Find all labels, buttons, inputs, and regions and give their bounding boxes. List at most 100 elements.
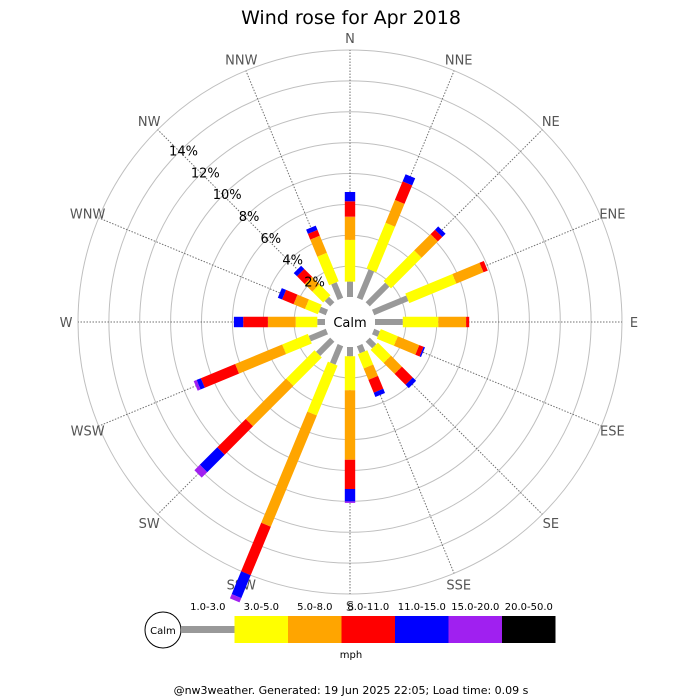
spoke-se — [367, 339, 543, 515]
petal-nw-bin-1 — [312, 284, 331, 303]
legend: Calm 1.0-3.0 3.0-5.0 5.0-8.0 8.0-11.0 11.0-1… — [144, 602, 556, 661]
direction-label-w: W — [60, 316, 73, 331]
petal-wsw-bin-0 — [308, 328, 329, 342]
radial-tick-label: 12% — [191, 166, 220, 181]
petal-w-bin-4 — [233, 316, 244, 328]
petal-s-bin-0 — [347, 347, 353, 357]
petal-sw-bin-0 — [316, 337, 335, 356]
legend-label: 20.0-50.0 — [505, 602, 553, 613]
direction-label-ne: NE — [542, 115, 560, 130]
petal-sse-bin-3 — [368, 375, 384, 393]
petal-wsw-bin-1 — [282, 333, 312, 355]
direction-label-sse: SSE — [446, 578, 471, 593]
petal-sw-bin-5 — [194, 464, 208, 478]
direction-labels: NNNENEENEEESESESSESSSWSWWSWWWNWNWNNW — [60, 32, 639, 615]
petal-sse-bin-1 — [357, 350, 374, 369]
petal-nw-bin-2 — [304, 276, 320, 292]
petal-ene-bin-1 — [405, 274, 457, 304]
petal-s-bin-2 — [344, 390, 356, 460]
legend-label: 15.0-20.0 — [451, 602, 499, 613]
petal-e-bin-3 — [466, 316, 470, 328]
petal-sw-bin-1 — [286, 350, 322, 386]
petal-nne-bin-2 — [385, 199, 405, 227]
direction-label-e: E — [630, 316, 638, 331]
petal-ene-bin-2 — [452, 262, 484, 284]
petal-n-bin-1 — [344, 239, 356, 282]
spoke-ne — [367, 129, 543, 305]
petal-sw-bin-3 — [217, 419, 253, 455]
petal-nnw-bin-1 — [317, 252, 339, 286]
petal-se-bin-4 — [405, 377, 417, 389]
legend-label: 5.0-8.0 — [297, 602, 332, 613]
petal-nne-bin-4 — [402, 174, 416, 186]
radial-tick-label: 10% — [213, 188, 242, 203]
petal-ese-bin-2 — [393, 336, 420, 355]
petal-wsw-bin-5 — [193, 379, 201, 391]
direction-label-sw: SW — [139, 517, 160, 532]
petal-w-bin-2 — [267, 316, 296, 328]
petal-nnw-bin-3 — [307, 229, 320, 240]
petal-se-bin-2 — [383, 355, 402, 374]
petal-wsw-bin-2 — [235, 344, 287, 374]
petal-ese-bin-1 — [376, 329, 398, 346]
spoke-ese — [372, 331, 602, 427]
petal-ssw-bin-0 — [330, 343, 344, 365]
petal-nne-bin-1 — [366, 222, 396, 273]
petal-s-bin-3 — [344, 459, 356, 489]
petal-nne-bin-3 — [394, 181, 413, 204]
petal-sse-bin-2 — [363, 364, 378, 380]
petal-sw-bin-2 — [245, 378, 294, 427]
legend-label: 8.0-11.0 — [347, 602, 389, 613]
petal-ne-bin-2 — [414, 234, 438, 258]
petal-nnw-bin-0 — [331, 282, 344, 301]
spoke-nnw — [245, 70, 341, 300]
direction-label-nw: NW — [138, 115, 161, 130]
spoke-wnw — [98, 217, 328, 313]
spoke-nw — [157, 129, 333, 305]
petal-e-bin-2 — [438, 316, 467, 328]
petal-ssw-bin-3 — [241, 522, 271, 576]
petal-wsw-bin-4 — [196, 378, 205, 390]
grid-ring — [139, 111, 561, 533]
legend-label: 1.0-3.0 — [190, 602, 225, 613]
petal-s-bin-1 — [344, 356, 356, 391]
legend-swatch — [448, 616, 502, 643]
petal-ssw-bin-4 — [231, 571, 251, 599]
petal-ene-bin-3 — [479, 261, 488, 273]
calm-center: Calm — [325, 297, 375, 347]
petal-ne-bin-4 — [435, 226, 446, 237]
radial-tick-label: 4% — [282, 254, 303, 269]
petal-ese-bin-3 — [415, 345, 424, 357]
petal-nw-bin-3 — [297, 269, 312, 284]
wind-petals — [193, 174, 488, 603]
petal-wnw-bin-4 — [277, 288, 287, 300]
petal-nnw-bin-2 — [310, 235, 327, 257]
petal-ssw-bin-5 — [229, 594, 242, 603]
petal-sw-bin-4 — [199, 447, 225, 473]
petal-ene-bin-0 — [371, 295, 409, 316]
petal-ne-bin-1 — [383, 250, 422, 289]
legend-swatch — [341, 616, 395, 643]
legend-swatch — [181, 626, 235, 633]
petal-sse-bin-4 — [373, 388, 385, 397]
petal-wnw-bin-3 — [282, 289, 298, 305]
radial-tick-label: 6% — [260, 232, 281, 247]
direction-label-nne: NNE — [445, 54, 473, 69]
direction-label-s: S — [346, 600, 354, 615]
legend-label: 11.0-15.0 — [398, 602, 446, 613]
direction-label-nnw: NNW — [225, 54, 257, 69]
direction-label-se: SE — [543, 517, 559, 532]
petal-n-bin-0 — [347, 281, 353, 297]
petal-w-bin-0 — [317, 319, 325, 325]
legend-label: 3.0-5.0 — [244, 602, 279, 613]
petal-n-bin-4 — [344, 192, 356, 202]
petal-wsw-bin-3 — [200, 364, 239, 388]
footer-text: @nw3weather. Generated: 19 Jun 2025 22:0… — [174, 684, 529, 697]
legend-calm-label: Calm — [150, 626, 176, 637]
direction-label-wnw: WNW — [70, 207, 106, 222]
legend-swatch — [502, 616, 556, 643]
direction-label-ene: ENE — [599, 207, 625, 222]
petal-nw-bin-0 — [324, 296, 335, 307]
radial-tick-label: 2% — [304, 276, 325, 291]
